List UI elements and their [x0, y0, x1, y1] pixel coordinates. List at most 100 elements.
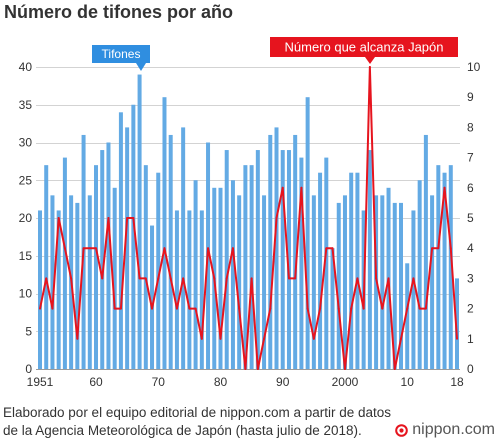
landfall-point-1971 [163, 247, 166, 250]
landfall-point-1959 [88, 247, 91, 250]
landfall-point-1964 [119, 307, 122, 310]
x-axis-tick-label: 90 [276, 375, 290, 389]
typhoon-bar-2013 [423, 134, 428, 369]
typhoon-bar-1966 [131, 104, 136, 369]
x-axis-tick-label: 2000 [332, 375, 359, 389]
left-axis-tick-label: 40 [19, 60, 33, 74]
right-axis-tick-label: 0 [467, 362, 474, 376]
landfall-point-2004 [368, 66, 371, 68]
source-note: Elaborado por el equipo editorial de nip… [3, 404, 391, 440]
right-axis: 0 1 2 3 4 5 6 7 8 9 10 [467, 60, 481, 376]
landfall-point-1998 [331, 247, 334, 250]
landfall-callout-label: Número que alcanza Japón [285, 40, 444, 55]
landfall-point-1955 [63, 247, 66, 250]
typhoon-bar-2015 [436, 165, 441, 369]
landfall-point-1985 [250, 277, 253, 280]
landfall-point-1975 [188, 307, 191, 310]
landfall-point-1981 [225, 277, 228, 280]
x-axis-tick-label: 18 [450, 375, 464, 389]
landfall-point-2003 [362, 307, 365, 310]
landfall-point-2014 [431, 247, 434, 250]
typhoon-bar-1953 [50, 195, 55, 369]
typhoon-bar-2017 [448, 165, 453, 369]
landfall-callout-box [270, 37, 458, 57]
right-axis-tick-label: 5 [467, 211, 474, 225]
typhoon-bar-1993 [299, 157, 304, 369]
typhoon-bar-1959 [87, 195, 92, 369]
typhoon-callout-label: Tifones [102, 47, 141, 61]
landfall-point-1953 [51, 307, 54, 310]
landfall-point-1983 [238, 307, 241, 310]
right-axis-tick-label: 9 [467, 90, 474, 104]
typhoon-bar-2016 [442, 172, 447, 369]
logo-ring [395, 423, 409, 437]
typhoon-bar-2001 [349, 172, 354, 369]
logo-dot [399, 427, 404, 433]
typhoon-bar-1965 [125, 127, 130, 370]
right-axis-tick-label: 10 [467, 60, 481, 74]
left-axis-tick-label: 15 [19, 249, 33, 263]
landfall-point-2017 [449, 247, 452, 250]
typhoon-bar-1962 [106, 142, 111, 369]
landfall-callout: Número que alcanza Japón [270, 37, 458, 64]
landfall-point-1952 [45, 277, 48, 280]
typhoon-bar-1984 [243, 165, 248, 369]
right-axis-tick-label: 2 [467, 302, 474, 316]
typhoon-bar-1970 [156, 172, 161, 369]
right-axis-tick-label: 3 [467, 271, 474, 285]
landfall-point-1993 [300, 186, 303, 189]
landfall-point-1973 [175, 307, 178, 310]
chart-title: Número de tifones por año [4, 2, 234, 22]
left-axis-tick-label: 35 [19, 98, 33, 112]
typhoon-bar-1973 [174, 210, 179, 369]
landfall-point-1976 [194, 307, 197, 310]
landfall-point-1995 [312, 337, 315, 340]
landfall-point-1992 [294, 277, 297, 280]
landfall-point-2007 [387, 277, 390, 280]
source-note-line: Elaborado por el equipo editorial de nip… [3, 405, 392, 420]
landfall-point-2006 [381, 307, 384, 310]
typhoon-callout-box [92, 45, 150, 63]
right-axis-tick-label: 6 [467, 181, 474, 195]
landfall-point-1954 [57, 217, 60, 219]
landfall-point-2002 [356, 277, 359, 280]
landfall-point-1994 [306, 307, 309, 310]
typhoon-bar-2004 [367, 150, 372, 369]
typhoon-bar-1960 [94, 165, 99, 369]
source-note-line: de la Agencia Meteorológica de Japón (ha… [3, 423, 362, 438]
typhoon-bar-2002 [355, 172, 360, 369]
landfall-point-1999 [337, 307, 340, 310]
landfall-point-1966 [132, 217, 135, 219]
typhoon-bar-2011 [411, 210, 416, 369]
landfall-point-2013 [424, 307, 427, 310]
typhoon-bar-1999 [336, 202, 341, 369]
left-axis-tick-label: 25 [19, 173, 33, 187]
nippon-logo-icon [395, 423, 409, 437]
typhoon-bar-1963 [112, 187, 117, 369]
right-axis-tick-label: 8 [467, 120, 474, 134]
landfall-point-1990 [281, 186, 284, 189]
landfall-point-1957 [76, 337, 79, 340]
landfall-point-2000 [343, 368, 346, 370]
landfall-point-1965 [126, 217, 129, 219]
landfall-point-1968 [144, 277, 147, 280]
typhoon-bar-2000 [342, 195, 347, 369]
typhoon-bar-1991 [286, 150, 291, 369]
typhoon-bar-1974 [181, 127, 186, 370]
landfall-point-1980 [219, 337, 222, 340]
x-axis-tick-label: 70 [152, 375, 166, 389]
landfall-point-2016 [443, 186, 446, 189]
right-axis-tick-label: 4 [467, 241, 474, 255]
typhoon-bar-2012 [417, 180, 422, 369]
landfall-point-2008 [393, 368, 396, 370]
landfall-point-2001 [350, 307, 353, 310]
landfall-point-1988 [269, 307, 272, 310]
typhoon-bar-1981 [224, 150, 229, 369]
typhoon-bar-1994 [305, 97, 310, 369]
left-axis-tick-label: 30 [19, 136, 33, 150]
typhoon-bar-1992 [293, 134, 298, 369]
landfall-point-1982 [231, 247, 234, 250]
landfall-point-2015 [437, 247, 440, 250]
right-axis-tick-label: 7 [467, 151, 474, 165]
